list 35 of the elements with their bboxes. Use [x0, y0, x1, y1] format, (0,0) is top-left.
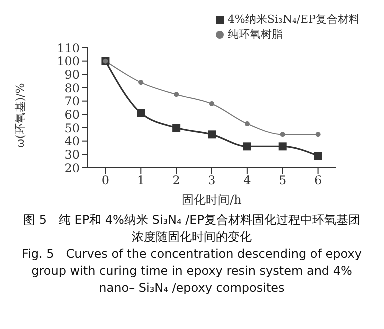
y-tick-label: 100 [57, 54, 80, 69]
point [244, 122, 250, 126]
x-tick-label: 5 [279, 174, 287, 188]
x-tick-label: 0 [102, 174, 110, 188]
point [208, 130, 216, 139]
y-tick-label: 80 [64, 81, 80, 96]
point [278, 142, 287, 151]
caption: Fig. 5 Curves of the concentration descending of epoxy group with curing time in epoxy resin system and 4% nano– Si₃N₄ /epoxy composites [21, 246, 363, 297]
legend-label: 4%纳米Si₃N₄/EP复合材料 [228, 13, 360, 26]
y-tick-label: 90 [64, 68, 80, 82]
y-tick-label: 20 [64, 161, 80, 176]
y-axis-title: ω(环氧基)/% [14, 83, 27, 148]
point [243, 142, 252, 151]
point [172, 124, 181, 132]
x-tick-label: 6 [314, 174, 322, 188]
point [316, 132, 321, 138]
x-tick-label: 4 [244, 174, 252, 188]
y-tick-label: 30 [64, 148, 80, 162]
point [138, 80, 144, 86]
y-tick-label: 60 [64, 108, 80, 122]
point [280, 132, 286, 138]
caption: 图 5 纯 EP和 4%纳米 Si₃N₄ /EP复合材料固化过程中环氧基团浓度随固化时间的变化 [22, 212, 362, 246]
x-tick-label: 1 [137, 174, 145, 188]
point [137, 109, 146, 118]
legend-label: 纯环氧树脂 [228, 28, 283, 41]
point [210, 102, 214, 106]
y-tick-label: 110 [57, 41, 80, 56]
y-tick-label: 70 [64, 94, 80, 109]
x-tick-label: 3 [208, 174, 216, 188]
point [174, 92, 180, 98]
x-tick-label: 2 [172, 174, 180, 188]
x-axis-title: 固化时间/h [182, 193, 242, 207]
y-tick-label: 40 [64, 134, 80, 149]
point [314, 152, 322, 160]
y-tick-label: 50 [64, 121, 80, 136]
